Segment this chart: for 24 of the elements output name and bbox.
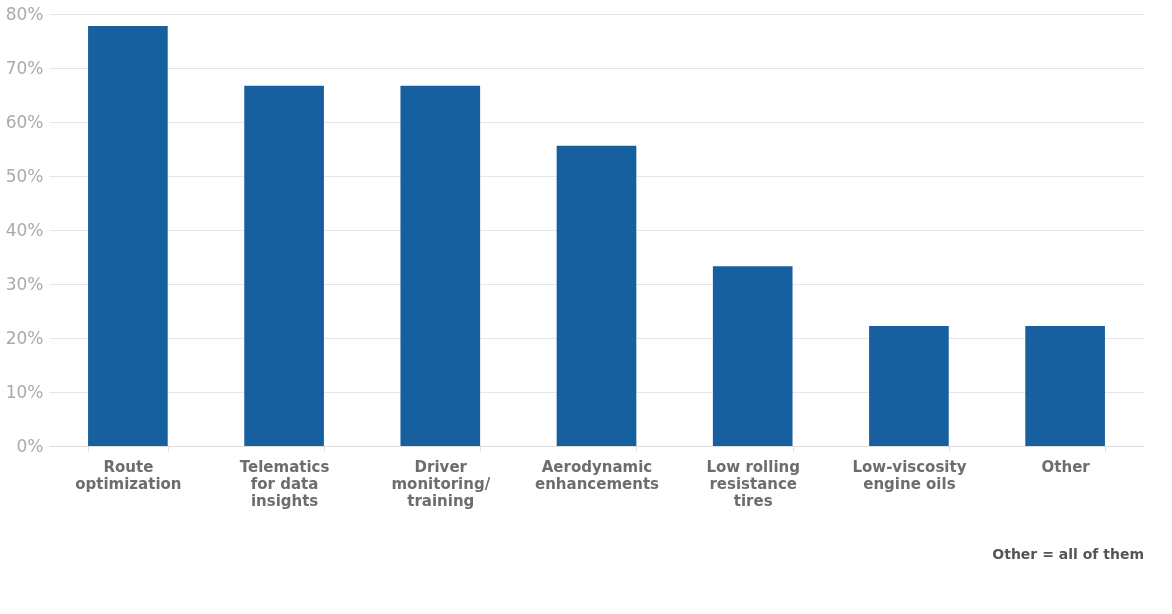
- x-tick-label: Driver monitoring/ training: [391, 457, 491, 510]
- bar: [88, 25, 168, 446]
- y-tick-label: 30%: [5, 273, 44, 294]
- y-tick-label: 0%: [16, 435, 44, 456]
- y-tick-label: 10%: [5, 381, 44, 402]
- y-tick-label: 80%: [5, 3, 44, 24]
- x-tick-label: Telematics for data insights: [239, 457, 330, 510]
- bar: [869, 326, 949, 446]
- y-tick-label: 20%: [5, 327, 44, 348]
- y-tick-label: 40%: [5, 219, 44, 240]
- x-tick-label: Aerodynamic enhancements: [535, 457, 660, 493]
- bar: [556, 145, 637, 446]
- bar: [400, 85, 481, 446]
- x-tick-label: Low rolling resistance tires: [706, 457, 800, 510]
- x-tick-label: Route optimization: [75, 457, 182, 493]
- text: Other = all of them: [992, 546, 1144, 562]
- bar: [244, 85, 324, 446]
- bar: [712, 266, 793, 446]
- x-tick-label: Low-viscosity engine oils: [852, 457, 967, 493]
- y-tick-label: 70%: [5, 57, 44, 78]
- y-tick-label: 60%: [5, 111, 44, 132]
- x-tick-label: Other: [1041, 457, 1091, 476]
- bar: [1025, 326, 1105, 446]
- y-tick-label: 50%: [5, 165, 44, 186]
